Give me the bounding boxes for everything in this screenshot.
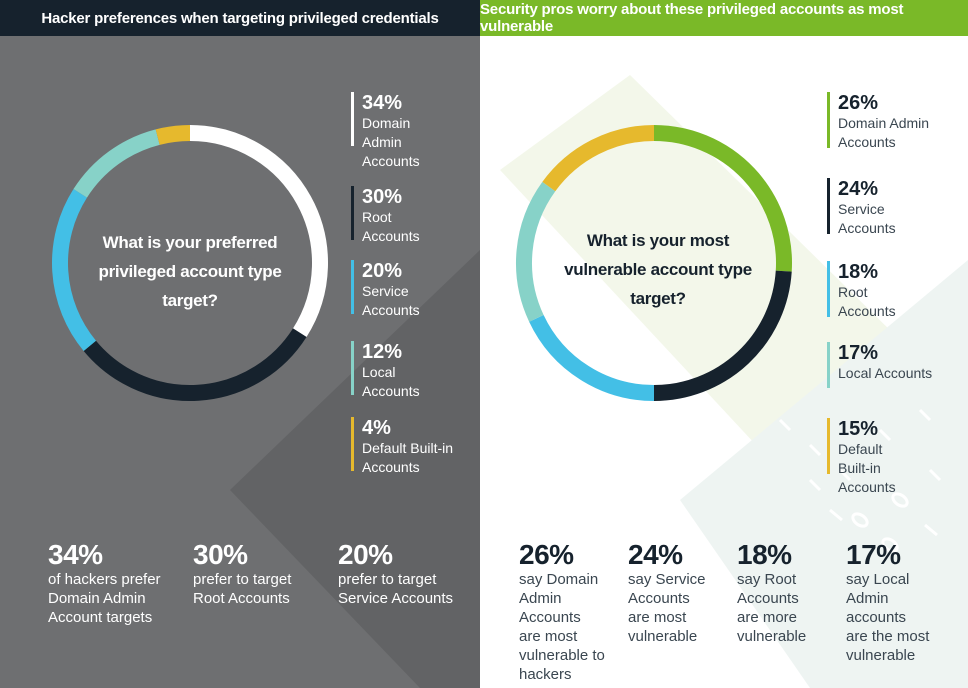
- legend-label: Local Accounts: [362, 364, 420, 399]
- legend-percent: 26%: [838, 92, 879, 114]
- legend-color-bar: [827, 342, 830, 388]
- legend-item-domain-admin: 26% Domain Admin Accounts: [827, 92, 929, 152]
- stat-description: say Local Admin accounts are the most vu…: [846, 571, 930, 664]
- legend-label: Root Accounts: [362, 209, 420, 244]
- donut-segment-local-accounts: [516, 181, 556, 322]
- legend-percent: 15%: [838, 418, 879, 440]
- stat-domain-admin: 34% of hackers prefer Domain Admin Accou…: [48, 540, 161, 627]
- legend-color-bar: [351, 341, 354, 395]
- legend-item-root: 18% Root Accounts: [827, 261, 896, 321]
- legend-label: Service Accounts: [838, 201, 896, 236]
- stat-percent: 20%: [338, 539, 393, 570]
- legend-color-bar: [827, 178, 830, 234]
- binary-pattern: [778, 408, 942, 553]
- legend-item-service: 24% Service Accounts: [827, 178, 896, 238]
- legend-color-bar: [351, 260, 354, 314]
- legend-percent: 12%: [362, 341, 403, 363]
- stat-root: 18% say Root Accounts are more vulnerabl…: [737, 540, 806, 646]
- stat-description: say Root Accounts are more vulnerable: [737, 571, 807, 645]
- stat-description: say Domain Admin Accounts are most vulne…: [519, 571, 605, 683]
- stat-percent: 30%: [193, 539, 248, 570]
- legend-item-default-builtin: 15% Default Built-in Accounts: [827, 418, 896, 497]
- right-chart-title: What is your most vulnerable account typ…: [564, 231, 752, 308]
- legend-label: Service Accounts: [362, 283, 420, 318]
- donut-segment-service-accounts: [52, 189, 97, 351]
- right-header: Security pros worry about these privileg…: [480, 0, 968, 36]
- legend-percent: 20%: [362, 260, 403, 282]
- right-donut-chart: [516, 125, 792, 401]
- legend-label: Domain Admin Accounts: [362, 115, 420, 169]
- decorative-shape: [680, 260, 968, 688]
- legend-percent: 30%: [362, 186, 403, 208]
- donut-segment-root-accounts: [83, 328, 307, 401]
- stat-percent: 17%: [846, 539, 901, 570]
- legend-color-bar: [827, 92, 830, 148]
- legend-label: Default Built-in Accounts: [838, 441, 896, 495]
- legend-label: Local Accounts: [838, 365, 933, 381]
- legend-item-local: 12% Local Accounts: [351, 341, 420, 401]
- stat-local: 17% say Local Admin accounts are the mos…: [846, 540, 929, 665]
- donut-segment-local-accounts: [73, 129, 160, 198]
- decorative-shape: [500, 75, 900, 460]
- left-donut-chart: [52, 125, 328, 401]
- stat-description: prefer to target Service Accounts: [338, 571, 454, 607]
- legend-percent: 24%: [838, 178, 879, 200]
- stat-description: say Service Accounts are most vulnerable: [628, 571, 706, 645]
- donut-segment-domain-admin-accounts: [653, 125, 792, 272]
- stat-description: of hackers prefer Domain Admin Account t…: [48, 571, 161, 626]
- legend-item-service: 20% Service Accounts: [351, 260, 420, 320]
- legend-item-domain-admin: 34% Domain Admin Accounts: [351, 92, 420, 171]
- legend-item-root: 30% Root Accounts: [351, 186, 420, 246]
- stat-service: 24% say Service Accounts are most vulner…: [628, 540, 706, 646]
- legend-label: Root Accounts: [838, 284, 896, 319]
- legend-percent: 17%: [838, 342, 879, 364]
- decorative-shape: [230, 250, 480, 688]
- stat-percent: 18%: [737, 539, 792, 570]
- donut-segment-root-accounts: [529, 314, 655, 401]
- stat-percent: 34%: [48, 539, 103, 570]
- donut-segment-domain-admin-accounts: [189, 125, 328, 337]
- legend-color-bar: [351, 417, 354, 471]
- left-chart-title: What is your preferred privileged accoun…: [98, 233, 282, 310]
- stat-domain-admin: 26% say Domain Admin Accounts are most v…: [519, 540, 605, 684]
- legend-item-default-builtin: 4% Default Built-in Accounts: [351, 417, 453, 477]
- background-decoration: [500, 75, 968, 688]
- legend-color-bar: [351, 92, 354, 146]
- donut-segment-service-accounts: [653, 270, 792, 401]
- legend-color-bar: [351, 186, 354, 240]
- stat-percent: 24%: [628, 539, 683, 570]
- stat-percent: 26%: [519, 539, 574, 570]
- donut-segment-default-built-in-accounts: [155, 125, 191, 145]
- stat-root: 30% prefer to target Root Accounts: [193, 540, 291, 608]
- donut-segment-default-built-in-accounts: [542, 125, 655, 192]
- stat-description: prefer to target Root Accounts: [193, 571, 292, 607]
- left-header: Hacker preferences when targeting privil…: [0, 0, 480, 36]
- right-panel: Security pros worry about these privileg…: [480, 0, 968, 688]
- stat-service: 20% prefer to target Service Accounts: [338, 540, 453, 608]
- legend-color-bar: [827, 418, 830, 474]
- legend-label: Domain Admin Accounts: [838, 115, 930, 150]
- legend-label: Default Built-in Accounts: [362, 440, 454, 475]
- background-decoration: [230, 250, 480, 688]
- legend-percent: 34%: [362, 92, 403, 114]
- legend-color-bar: [827, 261, 830, 317]
- legend-item-local: 17% Local Accounts: [827, 342, 932, 388]
- legend-percent: 18%: [838, 261, 879, 283]
- legend-percent: 4%: [362, 417, 391, 439]
